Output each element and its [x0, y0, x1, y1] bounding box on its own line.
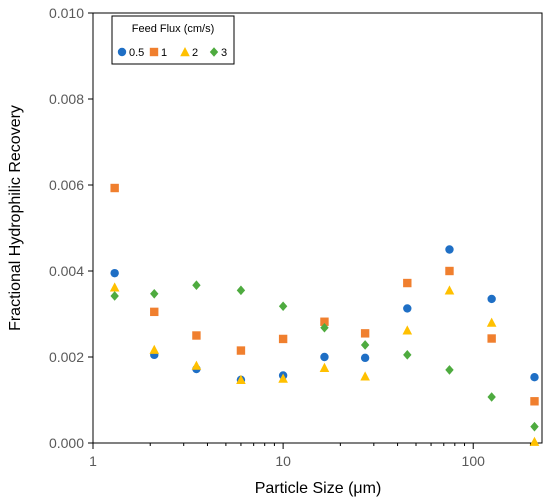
data-points — [109, 183, 540, 446]
plot-frame — [92, 12, 543, 444]
data-point — [487, 392, 496, 402]
data-point — [360, 353, 370, 363]
y-tick-label: 0.002 — [49, 349, 84, 365]
data-point — [445, 266, 454, 276]
legend-label: 3 — [221, 47, 227, 59]
data-point — [150, 288, 159, 299]
data-point — [278, 373, 288, 383]
x-axis-title: Particle Size (μm) — [255, 480, 382, 497]
legend-marker — [149, 47, 159, 57]
data-point — [444, 285, 455, 295]
x-axis-ticks: 1 10 100 — [89, 443, 531, 469]
data-point — [445, 365, 454, 375]
series-3 — [110, 280, 539, 432]
legend-label: 2 — [192, 47, 198, 59]
data-point — [191, 360, 202, 370]
y-tick-label: 0.008 — [49, 91, 84, 107]
data-point — [486, 317, 497, 327]
legend-marker — [180, 47, 190, 57]
data-point — [530, 421, 539, 432]
data-point — [320, 352, 329, 362]
data-point — [360, 340, 370, 350]
legend: Feed Flux (cm/s) 0.5 1 2 3 — [111, 15, 235, 65]
legend-items: 0.5 1 2 3 — [117, 47, 227, 59]
data-point — [445, 245, 454, 254]
data-point — [320, 322, 329, 333]
data-point — [402, 325, 413, 335]
series-1 — [110, 183, 539, 406]
data-point — [360, 371, 370, 381]
data-point — [109, 282, 120, 292]
y-tick-label: 0.006 — [49, 177, 84, 193]
y-tick-label: 0.010 — [49, 5, 84, 21]
legend-title: Feed Flux (cm/s) — [132, 23, 215, 35]
legend-label: 1 — [161, 47, 167, 59]
data-point — [236, 346, 246, 355]
data-point — [192, 331, 201, 340]
data-point — [320, 317, 329, 326]
data-point — [403, 350, 412, 360]
data-point — [236, 285, 246, 296]
legend-marker — [209, 47, 219, 57]
legend-label: 0.5 — [129, 47, 144, 59]
data-point — [192, 280, 201, 290]
data-point — [529, 436, 540, 446]
data-point — [403, 304, 412, 313]
data-point — [150, 307, 159, 317]
data-point — [530, 397, 539, 406]
data-point — [236, 374, 246, 384]
data-point — [110, 183, 119, 193]
y-tick-label: 0.004 — [49, 263, 84, 279]
data-point — [530, 373, 539, 382]
y-tick-label: 0.000 — [49, 435, 84, 451]
plot-area-border — [92, 12, 543, 444]
data-point — [110, 268, 119, 278]
y-axis-title: Fractional Hydrophilic Recovery — [7, 105, 24, 331]
x-tick-label: 100 — [462, 453, 486, 469]
data-point — [278, 334, 288, 344]
data-point — [278, 301, 288, 312]
data-point — [487, 294, 496, 304]
legend-marker — [117, 47, 127, 57]
data-point — [487, 334, 496, 343]
series-2 — [109, 282, 540, 446]
data-point — [149, 344, 160, 354]
data-point — [319, 362, 330, 372]
data-point — [110, 291, 119, 301]
data-point — [360, 329, 370, 338]
y-axis-ticks: 0.000 0.002 0.004 0.006 0.008 0.010 — [49, 5, 93, 451]
x-tick-label: 1 — [89, 453, 97, 469]
x-tick-label: 10 — [275, 453, 291, 469]
data-point — [403, 278, 412, 288]
